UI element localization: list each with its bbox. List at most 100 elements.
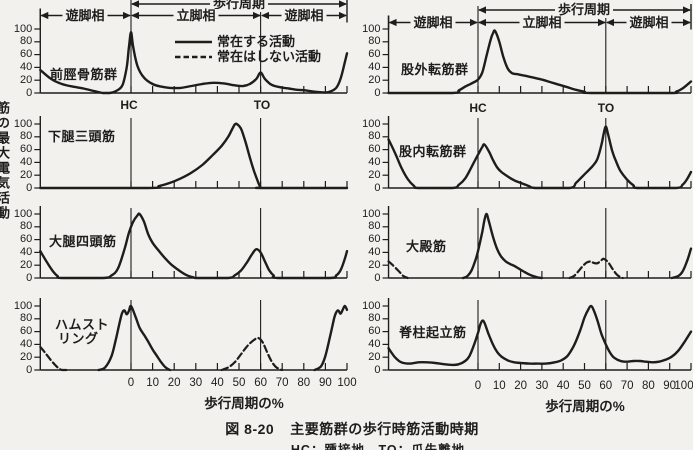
x-tick-label: 60 <box>254 377 267 389</box>
legend-solid-label: 常在する活動 <box>217 34 296 49</box>
y-tick-label: 0 <box>26 181 33 194</box>
x-axis-label-right: 歩行周期の% <box>545 399 625 414</box>
phase-label-swing2-left: 遊脚相 <box>281 8 327 24</box>
hc-label-left: HC <box>120 98 138 112</box>
x-tick-label: 90 <box>318 377 332 389</box>
x-tick-label: 30 <box>189 377 203 389</box>
hc-label-right: HC <box>469 101 487 115</box>
y-tick-label: 40 <box>20 60 33 73</box>
emg-curve-前脛骨筋群-0 <box>39 30 349 95</box>
emg-curve-大腿四頭筋-0 <box>39 212 349 280</box>
stance-arrow-head-left <box>131 11 139 20</box>
x-tick-label: 10 <box>492 380 506 392</box>
y-tick-label: 80 <box>20 220 33 233</box>
swing1-arrow-head-left <box>40 11 49 20</box>
x-tick-label: 100 <box>674 380 693 392</box>
x-tick-label: 70 <box>275 377 289 389</box>
figure-caption-note: HC：踵接地 TO：爪先離地 <box>290 443 466 450</box>
emg-curve-下腿三頭筋-0 <box>39 122 349 190</box>
y-tick-label: 60 <box>368 48 381 61</box>
y-tick-label: 80 <box>368 35 381 48</box>
emg-curve-ハムストリング-0 <box>39 345 68 372</box>
swing1-arrow-head-right <box>470 18 478 27</box>
y-tick-label: 20 <box>368 168 381 181</box>
y-tick-label: 0 <box>374 363 381 376</box>
y-tick-label: 20 <box>368 258 381 271</box>
y-tick-label: 100 <box>13 207 33 220</box>
y-tick-label: 100 <box>362 22 381 35</box>
y-tick-label: 40 <box>20 337 33 350</box>
y-tick-label: 40 <box>368 155 381 168</box>
y-tick-label: 80 <box>368 312 381 325</box>
x-tick-label: 0 <box>474 380 482 392</box>
muscle-label: リング <box>58 331 99 346</box>
swing1-arrow-head-left <box>388 18 397 27</box>
x-tick-label: 20 <box>514 380 527 392</box>
y-tick-label: 60 <box>368 143 381 156</box>
figure-caption-number: 図 8-20 <box>225 421 275 437</box>
y-tick-label: 80 <box>20 35 33 48</box>
x-tick-label: 90 <box>663 380 677 392</box>
emg-curve-ハムストリング-2 <box>220 336 284 372</box>
y-tick-label: 60 <box>368 233 381 246</box>
y-tick-label: 20 <box>368 350 381 363</box>
x-tick-label: 70 <box>620 380 634 392</box>
y-tick-label: 80 <box>368 130 381 143</box>
x-tick-label: 60 <box>599 380 613 392</box>
to-label-left: TO <box>253 98 271 112</box>
swing2-arrow-head-left <box>261 11 269 20</box>
emg-curve-大殿筋-1 <box>461 212 544 280</box>
y-tick-label: 40 <box>20 245 33 258</box>
phase-label-swing1-left: 遊脚相 <box>62 8 108 24</box>
y-tick-label: 80 <box>20 312 33 325</box>
y-tick-label: 80 <box>20 130 33 143</box>
muscle-label: ハムスト <box>55 317 110 332</box>
gait-cycle-arrow-head-right <box>683 6 691 14</box>
y-tick-label: 0 <box>374 181 381 194</box>
y-tick-label: 0 <box>26 86 33 99</box>
emg-curve-ハムストリング-3 <box>313 304 349 372</box>
emg-curve-大殿筋-2 <box>568 257 624 280</box>
y-tick-label: 60 <box>20 143 33 156</box>
x-tick-label: 40 <box>210 377 224 389</box>
y-tick-label: 20 <box>20 73 33 86</box>
figure-caption: 図 8-20 主要筋群の歩行時筋活動時期 <box>225 421 478 437</box>
x-tick-label: 50 <box>232 377 246 389</box>
y-axis-label-vertical: 筋の最大電気活動 <box>0 101 10 221</box>
muscle-label: 前脛骨筋群 <box>50 67 118 82</box>
muscle-label: 股外転筋群 <box>401 62 469 77</box>
emg-curve-大殿筋-3 <box>670 247 693 280</box>
emg-curve-脊柱起立筋-0 <box>387 304 693 367</box>
y-tick-label: 60 <box>20 233 33 246</box>
x-tick-label: 100 <box>337 377 357 389</box>
legend-dashed-label: 常在はしない活動 <box>217 49 322 64</box>
x-tick-label: 10 <box>146 377 159 389</box>
y-tick-label: 20 <box>20 168 33 181</box>
x-tick-label: 30 <box>535 380 549 392</box>
y-tick-label: 40 <box>20 155 33 168</box>
x-tick-label: 50 <box>578 380 591 392</box>
emg-curve-股外転筋群-0 <box>387 29 693 95</box>
y-tick-label: 40 <box>368 60 381 73</box>
gait-cycle-arrow-head-left <box>131 0 139 8</box>
x-tick-label: 20 <box>167 377 181 389</box>
figure-caption-title: 主要筋群の歩行時筋活動時期 <box>290 421 479 437</box>
y-tick-label: 100 <box>13 22 33 35</box>
y-tick-label: 0 <box>374 271 381 284</box>
y-tick-label: 100 <box>362 207 381 220</box>
y-tick-label: 100 <box>13 117 33 130</box>
y-tick-label: 100 <box>362 117 381 130</box>
gait-cycle-arrow-head-right <box>339 0 347 8</box>
phase-label-swing1-right: 遊脚相 <box>410 15 456 31</box>
emg-curve-股内転筋群-0 <box>387 125 693 190</box>
stance-arrow-head-left <box>478 18 486 27</box>
x-tick-label: 80 <box>297 377 311 389</box>
y-tick-label: 60 <box>20 325 33 338</box>
y-tick-label: 60 <box>20 48 33 61</box>
y-tick-label: 0 <box>26 363 33 376</box>
y-tick-label: 100 <box>13 299 33 312</box>
muscle-label: 下腿三頭筋 <box>48 129 116 144</box>
cycle-arrow-label-left: 歩行周期 <box>209 0 269 12</box>
x-axis-label-left: 歩行周期の% <box>204 396 284 411</box>
